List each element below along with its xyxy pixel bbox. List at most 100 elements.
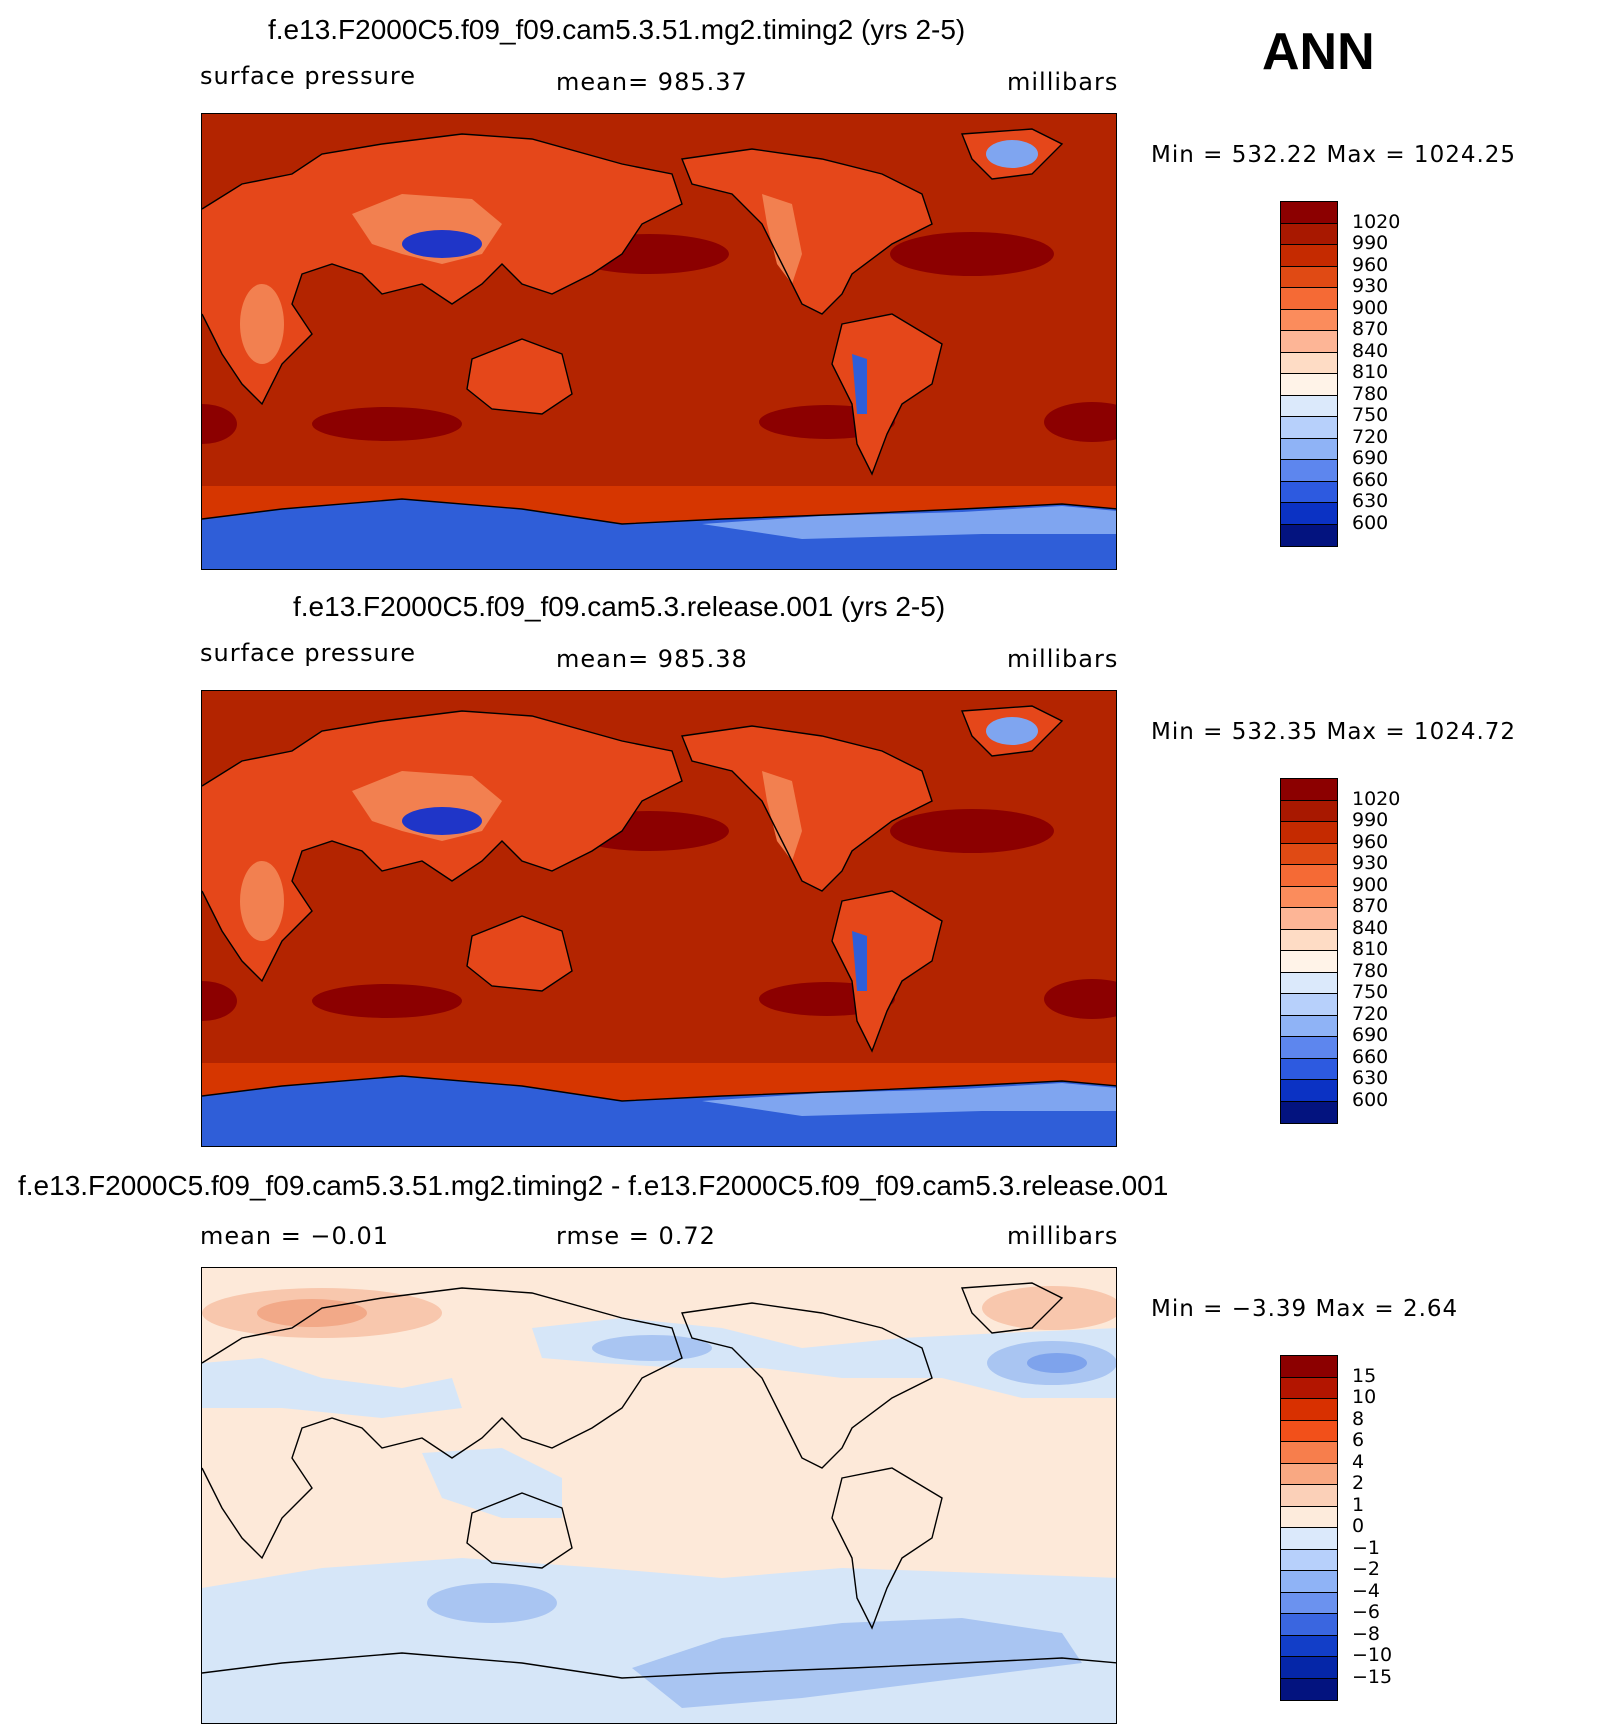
- panel1-south-america: [832, 314, 942, 474]
- panel1-australia: [467, 339, 572, 414]
- panel2-north-america: [682, 726, 932, 891]
- colorbar-swatch: [1281, 1657, 1337, 1679]
- colorbar-tick-label: 690: [1352, 447, 1389, 469]
- panel2-andes: [852, 931, 867, 991]
- colorbar-tick-label: 960: [1352, 253, 1389, 276]
- panel3-mean-label: mean = −0.01: [200, 1222, 389, 1250]
- panel3-antarctica-coast: [202, 1652, 1116, 1679]
- colorbar-tick-label: 4: [1352, 1450, 1365, 1473]
- colorbar-swatch: [1281, 1635, 1337, 1657]
- panel2-variable-label: surface pressure: [200, 639, 416, 667]
- panel1-rockies: [762, 194, 802, 284]
- panel2-antarctica-coast: [202, 1075, 1116, 1102]
- panel2-rockies: [762, 771, 802, 861]
- panel3-neg-ross-amundsen: [632, 1618, 1082, 1708]
- panel1-mean-label: mean= 985.37: [556, 68, 748, 96]
- colorbar-tick-label: 870: [1352, 318, 1389, 340]
- colorbar-tick-label: 1020: [1352, 787, 1401, 810]
- panel2-minmax: Min = 532.35 Max = 1024.72: [1151, 719, 1517, 745]
- colorbar-tick-label: 600: [1352, 511, 1389, 534]
- colorbar-swatch: [1281, 1101, 1337, 1123]
- colorbar-swatch: [1281, 481, 1337, 503]
- panel2-map: [201, 690, 1117, 1147]
- colorbar-swatch: [1281, 524, 1337, 546]
- panel3-map-svg: [202, 1268, 1116, 1723]
- colorbar-tick-label: −10: [1352, 1644, 1393, 1666]
- panel3-coast-australia: [466, 1492, 573, 1569]
- panel2-south-america: [832, 891, 942, 1051]
- panel2-units-label: millibars: [1007, 645, 1119, 673]
- colorbar-swatch: [1281, 1463, 1337, 1485]
- panel3-title: f.e13.F2000C5.f09_f09.cam5.3.51.mg2.timi…: [18, 1170, 1169, 1201]
- panel3-rmse-label: rmse = 0.72: [556, 1222, 716, 1250]
- panel1-eurasia-africa: [202, 134, 682, 404]
- panel1-high-south-atlantic: [1044, 402, 1116, 442]
- colorbar-tick-label: 2: [1352, 1472, 1365, 1494]
- panel2-east-africa: [240, 861, 284, 941]
- colorbar-swatch: [1281, 843, 1337, 865]
- panel3-colorbar: 15 10 8 6 4 2 1 0 −1 −2 −4 −6 −8 −10 −15: [1280, 1355, 1392, 1701]
- panel2-high-west-edge: [202, 981, 237, 1021]
- panel2-antarctica-edge: [702, 1083, 1116, 1116]
- colorbar-swatch: [1281, 1420, 1337, 1442]
- panel2-coast-old-world: [202, 710, 683, 983]
- panel1-coast-old-world: [202, 133, 683, 406]
- colorbar-swatch: [1281, 1015, 1337, 1037]
- panel3-coast-greenland: [960, 1282, 1064, 1334]
- panel3-pos-eurasia-core: [257, 1299, 367, 1327]
- panel1-north-america: [682, 149, 932, 314]
- colorbar-swatch: [1281, 1506, 1337, 1528]
- colorbar-tick-label: 15: [1352, 1364, 1377, 1387]
- panel1-antarctica-coast: [202, 498, 1116, 525]
- colorbar-swatch: [1281, 908, 1337, 930]
- colorbar-swatch: [1281, 331, 1337, 353]
- colorbar-swatch: [1281, 1356, 1337, 1378]
- colorbar-swatch: [1281, 503, 1337, 525]
- panel1-variable-label: surface pressure: [200, 62, 416, 90]
- panel2-coast-greenland: [960, 705, 1064, 757]
- colorbar-tick-label: 0: [1352, 1515, 1365, 1537]
- panel2-australia: [467, 916, 572, 991]
- panel1-map: [201, 113, 1117, 570]
- colorbar-swatch: [1281, 865, 1337, 887]
- colorbar-tick-label: −1: [1352, 1536, 1381, 1559]
- panel3-coast-old-world: [202, 1287, 683, 1560]
- colorbar-tick-label: 780: [1352, 959, 1389, 982]
- colorbar-tick-label: −8: [1352, 1622, 1381, 1645]
- panel1-coast-greenland: [960, 128, 1064, 180]
- colorbar-tick-label: 660: [1352, 1045, 1389, 1068]
- colorbar-swatch: [1281, 1549, 1337, 1571]
- colorbar-tick-label: 750: [1352, 404, 1389, 426]
- colorbar-swatch: [1281, 352, 1337, 374]
- colorbar-tick-label: 600: [1352, 1088, 1389, 1111]
- colorbar-swatch: [1281, 309, 1337, 331]
- colorbar-tick-label: 930: [1352, 852, 1389, 874]
- colorbar-swatch: [1281, 779, 1337, 801]
- panel2-eurasia-africa: [202, 711, 682, 981]
- colorbar-tick-label: 990: [1352, 809, 1389, 831]
- panel1-high-indian: [312, 407, 462, 441]
- panel3-neg-south-indian: [427, 1583, 557, 1623]
- colorbar-swatch: [1281, 395, 1337, 417]
- panel1-coast-south-america: [831, 313, 943, 476]
- panel2-coast-australia: [466, 915, 573, 992]
- panel1-high-north-atlantic: [890, 232, 1054, 276]
- colorbar-swatch: [1281, 1528, 1337, 1550]
- colorbar-swatch: [1281, 886, 1337, 908]
- colorbar-swatch: [1281, 1037, 1337, 1059]
- colorbar-swatch: [1281, 1592, 1337, 1614]
- panel2-title: f.e13.F2000C5.f09_f09.cam5.3.release.001…: [293, 591, 946, 622]
- panel3-neg-indonesia: [422, 1448, 562, 1518]
- colorbar-swatch: [1281, 1678, 1337, 1700]
- panel2-mean-label: mean= 985.38: [556, 645, 748, 673]
- colorbar-swatch: [1281, 994, 1337, 1016]
- panel3-neg-north-atlantic-core: [1027, 1353, 1087, 1373]
- colorbar-tick-label: −15: [1352, 1665, 1393, 1688]
- panel1-coast-australia: [466, 338, 573, 415]
- panel2-high-north-atlantic: [890, 809, 1054, 853]
- colorbar-swatch: [1281, 1571, 1337, 1593]
- panel2-map-svg: [202, 691, 1116, 1146]
- panel3-neg-north-pacific-core: [592, 1335, 712, 1361]
- colorbar-tick-label: 660: [1352, 468, 1389, 491]
- colorbar-tick-label: 870: [1352, 895, 1389, 917]
